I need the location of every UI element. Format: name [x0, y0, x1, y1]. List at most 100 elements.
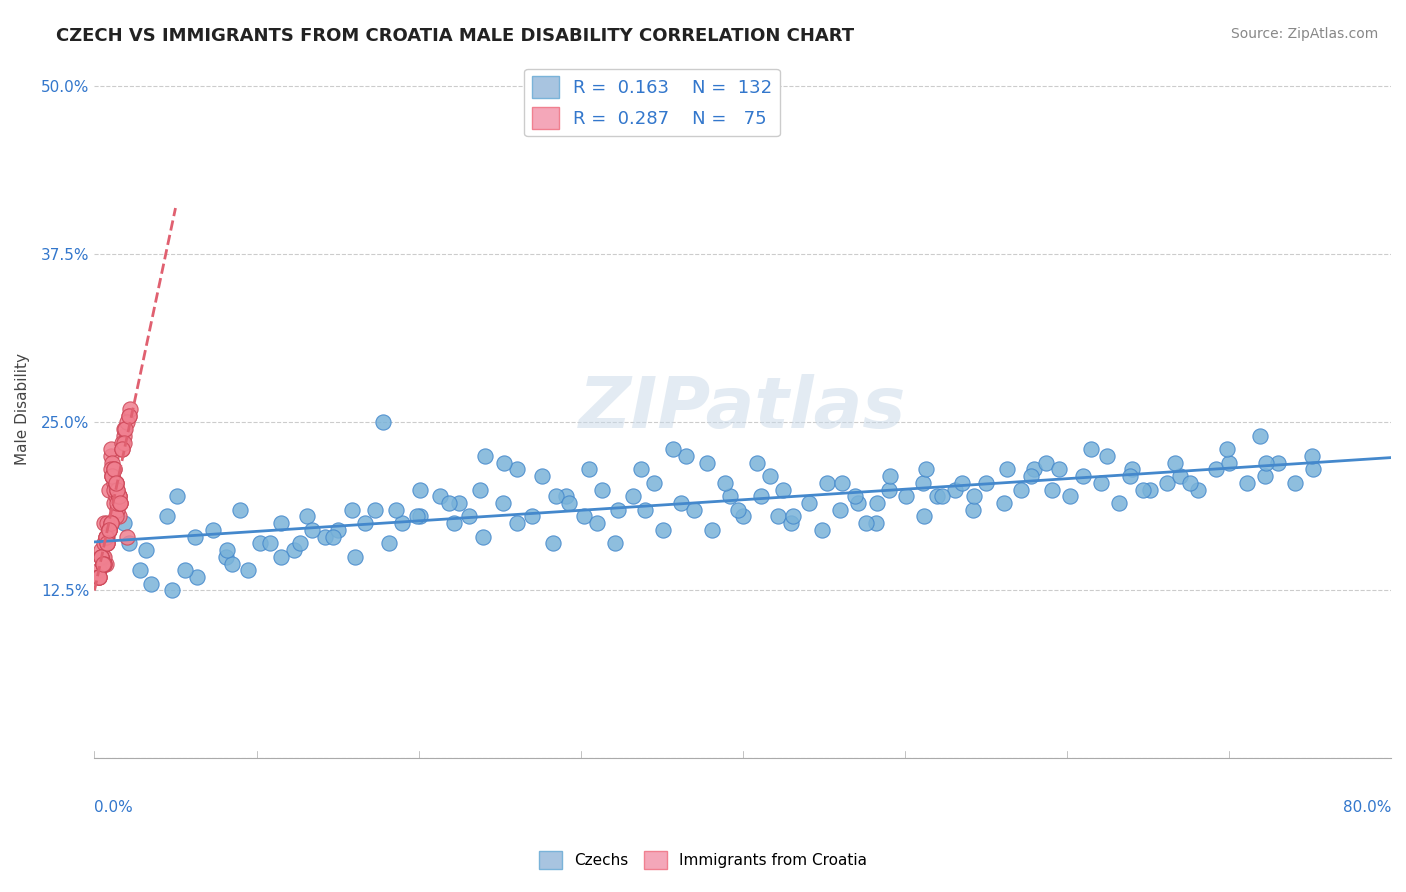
Point [865, 516, 887, 531]
Point [782, 509, 804, 524]
Point [93, 549, 115, 564]
Point [385, 502, 408, 516]
Point [100, 462, 122, 476]
Point [91, 549, 114, 564]
Point [91, 557, 114, 571]
Point [117, 409, 139, 423]
Point [718, 489, 741, 503]
Point [492, 496, 515, 510]
Point [90, 549, 112, 564]
Point [91, 557, 114, 571]
Point [621, 489, 644, 503]
Point [107, 509, 129, 524]
Point [1139, 483, 1161, 497]
Point [100, 516, 122, 531]
Legend: R =  0.163    N =  132, R =  0.287    N =   75: R = 0.163 N = 132, R = 0.287 N = 75 [524, 69, 779, 136]
Point [283, 543, 305, 558]
Point [995, 462, 1018, 476]
Point [86, 570, 108, 584]
Point [344, 549, 367, 564]
Point [1284, 475, 1306, 490]
Point [301, 523, 323, 537]
Point [1302, 462, 1324, 476]
Point [201, 523, 224, 537]
Text: 0.0%: 0.0% [94, 800, 134, 815]
Point [364, 502, 387, 516]
Point [546, 489, 568, 503]
Legend: Czechs, Immigrants from Croatia: Czechs, Immigrants from Croatia [533, 845, 873, 875]
Point [89, 570, 111, 584]
Point [1097, 449, 1119, 463]
Point [1121, 462, 1143, 476]
Point [104, 475, 127, 490]
Point [314, 530, 336, 544]
Point [1132, 483, 1154, 497]
Point [915, 462, 938, 476]
Point [290, 536, 312, 550]
Point [93, 536, 115, 550]
Point [1047, 462, 1070, 476]
Point [1080, 442, 1102, 457]
Point [727, 502, 749, 516]
Point [107, 489, 129, 503]
Point [634, 502, 657, 516]
Point [520, 509, 543, 524]
Point [1253, 469, 1275, 483]
Point [101, 456, 124, 470]
Point [112, 516, 135, 531]
Point [91, 557, 114, 571]
Point [749, 489, 772, 503]
Point [110, 496, 132, 510]
Point [98, 483, 121, 497]
Point [98, 523, 121, 537]
Point [174, 563, 197, 577]
Point [91, 557, 114, 571]
Point [541, 536, 564, 550]
Point [530, 469, 553, 483]
Point [117, 536, 139, 550]
Point [1205, 462, 1227, 476]
Point [927, 489, 949, 503]
Point [107, 489, 129, 503]
Point [555, 489, 578, 503]
Point [114, 422, 136, 436]
Point [89, 570, 111, 584]
Point [98, 523, 121, 537]
Point [111, 442, 134, 457]
Point [105, 483, 128, 497]
Point [772, 483, 794, 497]
Point [120, 401, 142, 416]
Point [470, 483, 492, 497]
Point [141, 576, 163, 591]
Point [93, 557, 115, 571]
Point [103, 462, 125, 476]
Point [572, 509, 595, 524]
Text: CZECH VS IMMIGRANTS FROM CROATIA MALE DISABILITY CORRELATION CHART: CZECH VS IMMIGRANTS FROM CROATIA MALE DI… [56, 27, 855, 45]
Point [103, 475, 125, 490]
Point [107, 489, 129, 503]
Point [815, 475, 838, 490]
Point [93, 516, 115, 531]
Point [950, 475, 973, 490]
Point [700, 523, 723, 537]
Point [731, 509, 754, 524]
Point [104, 489, 127, 503]
Point [1024, 462, 1046, 476]
Point [607, 502, 630, 516]
Point [896, 489, 918, 503]
Point [558, 496, 581, 510]
Point [780, 516, 803, 531]
Point [406, 509, 429, 524]
Point [1019, 469, 1042, 483]
Point [943, 483, 966, 497]
Point [877, 483, 900, 497]
Point [931, 489, 953, 503]
Text: Source: ZipAtlas.com: Source: ZipAtlas.com [1230, 27, 1378, 41]
Point [115, 416, 138, 430]
Point [90, 549, 112, 564]
Point [409, 483, 432, 497]
Point [112, 435, 135, 450]
Point [1156, 475, 1178, 490]
Point [96, 536, 118, 550]
Point [105, 496, 128, 510]
